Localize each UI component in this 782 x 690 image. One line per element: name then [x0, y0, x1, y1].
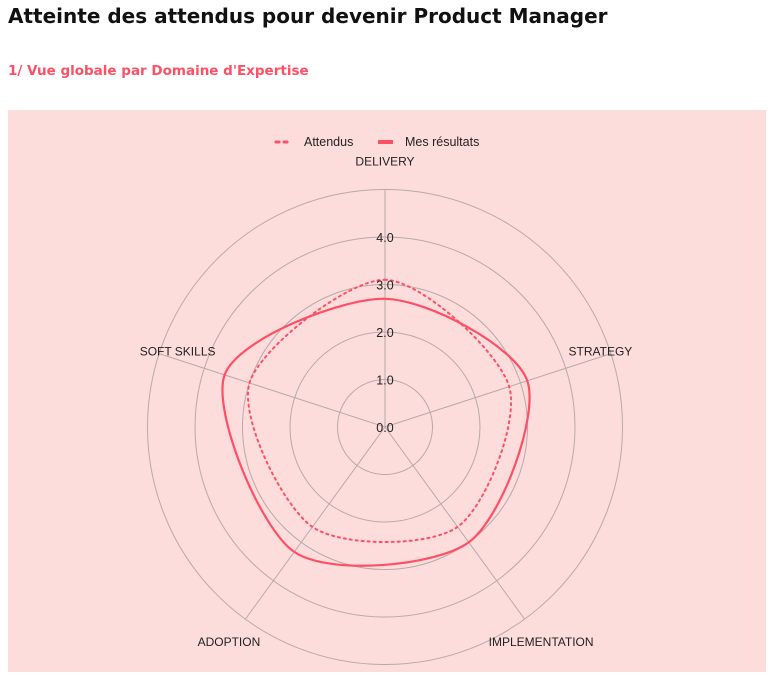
chart-legend[interactable]: Attendus Mes résultats — [274, 135, 479, 149]
grid-spoke — [384, 426, 526, 620]
grid-spoke — [244, 426, 386, 620]
radar-chart: Attendus Mes résultats 0.0 1.0 2.0 3.0 4.0 D… — [140, 135, 633, 665]
axis-label-implementation: IMPLEMENTATION — [489, 635, 594, 649]
legend-label-mes-resultats: Mes résultats — [405, 135, 479, 149]
axis-label-strategy: STRATEGY — [569, 344, 633, 358]
section-title: 1/ Vue globale par Domaine d'Expertise — [8, 63, 309, 79]
series-mes-resultats-line — [221, 297, 531, 567]
radial-tick-label: 1.0 — [376, 374, 393, 388]
radial-tick-label: 4.0 — [376, 231, 393, 245]
radial-tick-label: 2.0 — [376, 326, 393, 340]
axis-label-adoption: ADOPTION — [198, 635, 261, 649]
radial-tick-label: 0.0 — [376, 421, 393, 435]
radial-tick-label: 3.0 — [376, 279, 393, 293]
page-title: Atteinte des attendus pour devenir Produ… — [8, 4, 608, 28]
grid-spoke — [384, 353, 612, 428]
axis-label-delivery: DELIVERY — [355, 155, 414, 169]
radar-chart-panel: Attendus Mes résultats 0.0 1.0 2.0 3.0 4.0 D… — [8, 110, 766, 672]
series-attendus-line — [247, 278, 512, 543]
legend-label-attendus: Attendus — [304, 135, 353, 149]
grid-spoke — [158, 353, 386, 428]
axis-label-soft-skills: SOFT SKILLS — [140, 344, 216, 358]
